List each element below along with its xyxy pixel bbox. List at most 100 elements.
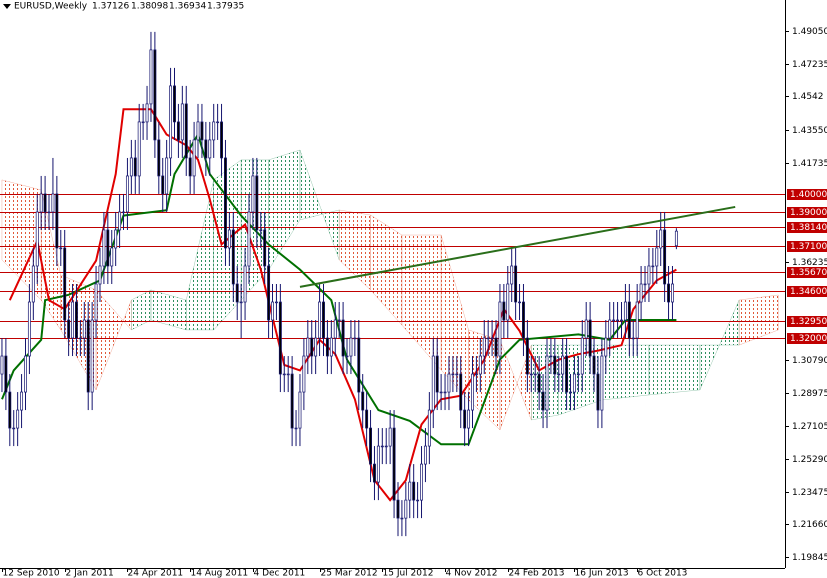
candle-body	[176, 121, 180, 141]
level-label: 1.35670	[790, 268, 827, 278]
candle-body	[267, 265, 271, 321]
candle-body	[522, 301, 525, 339]
candle-body	[47, 211, 51, 214]
candle-body	[412, 481, 416, 501]
candle-body	[39, 193, 43, 213]
level-label: 1.34600	[790, 287, 827, 297]
candle-body	[408, 481, 412, 501]
cloud-segment	[738, 294, 779, 346]
candle-body	[82, 319, 86, 339]
trendline	[299, 205, 736, 288]
level-label: 1.37100	[790, 242, 827, 252]
level-label: 1.39000	[790, 208, 827, 218]
candle-body	[514, 265, 518, 303]
candle-body	[345, 355, 349, 358]
candle-body	[365, 409, 369, 429]
x-tick-label: 16 Jun 2013	[575, 569, 629, 578]
candle-body	[471, 373, 474, 411]
candle-body	[486, 337, 490, 340]
candle-body	[8, 391, 12, 429]
candle-body	[510, 265, 514, 285]
candle-body	[474, 373, 478, 376]
menu-arrow[interactable]	[3, 4, 11, 9]
candle-body	[349, 337, 353, 357]
candle-body	[161, 175, 165, 195]
candle-body	[369, 427, 372, 465]
x-tick-label: 14 Aug 2011	[191, 569, 249, 578]
candle-body	[467, 409, 471, 429]
candle-body	[318, 301, 322, 339]
candle-body	[373, 463, 376, 483]
candle-body	[224, 157, 227, 249]
candle-body	[31, 265, 35, 303]
candle-body	[392, 427, 396, 501]
candle-body	[298, 391, 302, 429]
y-tick-label: 1.21660	[792, 520, 827, 530]
level-label: 1.38140	[790, 223, 827, 233]
candle-body	[420, 463, 423, 501]
candle-body	[63, 247, 67, 321]
candle-body	[659, 229, 663, 249]
candle-body	[94, 283, 98, 321]
candle-body	[4, 355, 8, 393]
candle-body	[612, 319, 616, 322]
candle-body	[98, 265, 102, 285]
candle-body	[27, 301, 31, 357]
level-label: 1.40000	[790, 190, 827, 200]
candle-body	[278, 301, 282, 375]
candle-body	[114, 229, 118, 249]
candle-body	[263, 229, 267, 267]
candle-body	[51, 193, 55, 213]
candle-body	[580, 337, 584, 375]
candle-body	[86, 319, 90, 393]
candle-body	[443, 391, 447, 394]
candle-body	[502, 301, 506, 321]
candle-body	[553, 355, 557, 375]
candle-body	[173, 85, 176, 123]
candle-body	[106, 229, 110, 267]
candle-body	[435, 355, 439, 393]
candle-body	[545, 355, 549, 411]
candle-body	[212, 121, 216, 141]
candle-body	[400, 517, 404, 520]
candle-body	[380, 445, 384, 448]
candle-body	[216, 121, 220, 124]
candle-body	[118, 211, 122, 231]
level-label-box	[787, 316, 827, 327]
ohlc-high: 1.38098	[131, 2, 168, 12]
candle-body	[643, 283, 647, 286]
x-tick-label: 15 Jul 2012	[383, 569, 434, 578]
kijun-line	[1, 132, 677, 446]
candle-body	[537, 373, 541, 393]
candle-body	[196, 121, 200, 141]
candle-body	[71, 301, 74, 339]
y-tick-label: 1.43550	[792, 126, 827, 136]
candle-body	[247, 211, 251, 267]
x-tick-label: 25 Mar 2012	[321, 569, 378, 578]
candle-body	[314, 337, 318, 357]
candle-body	[439, 391, 443, 394]
candle-body	[608, 319, 612, 339]
candle-body	[180, 103, 184, 141]
level-label-box	[787, 222, 827, 233]
candle-body	[498, 301, 502, 357]
candle-body	[333, 319, 337, 339]
candle-body	[357, 337, 361, 393]
candle-body	[639, 283, 643, 303]
candle-body	[341, 319, 345, 357]
candle-body	[200, 121, 204, 141]
candle-body	[294, 427, 298, 430]
candle-body	[427, 409, 431, 447]
candle-body	[404, 499, 408, 519]
candle-body	[55, 193, 59, 249]
y-tick-label: 1.30790	[792, 356, 827, 366]
candle-body	[506, 283, 510, 321]
level-label-box	[787, 207, 827, 218]
candle-body	[75, 301, 78, 339]
candles	[0, 31, 736, 537]
candle-body	[447, 373, 451, 393]
candle-body	[482, 337, 486, 357]
candle-body	[259, 229, 263, 232]
y-tick-label: 1.19845	[792, 553, 827, 563]
